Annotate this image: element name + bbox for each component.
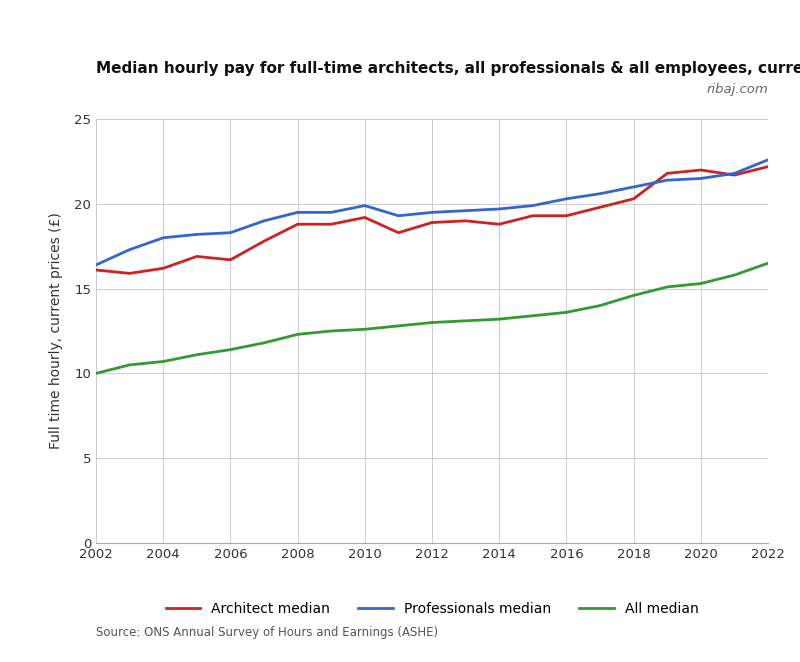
- Architect median: [394, 229, 403, 237]
- Professionals median: [494, 205, 504, 213]
- Architect median: [662, 169, 672, 177]
- All median: [91, 369, 101, 377]
- Text: Source: ONS Annual Survey of Hours and Earnings (ASHE): Source: ONS Annual Survey of Hours and E…: [96, 626, 438, 639]
- Professionals median: [91, 261, 101, 269]
- Professionals median: [226, 229, 235, 237]
- Architect median: [629, 195, 638, 203]
- All median: [730, 271, 739, 279]
- All median: [293, 330, 302, 338]
- Architect median: [293, 220, 302, 228]
- Text: ribaj.com: ribaj.com: [706, 83, 768, 96]
- Professionals median: [125, 246, 134, 254]
- All median: [259, 339, 269, 347]
- Text: Median hourly pay for full-time architects, all professionals & all employees, c: Median hourly pay for full-time architec…: [96, 61, 800, 76]
- All median: [662, 283, 672, 291]
- Architect median: [763, 163, 773, 171]
- Professionals median: [326, 209, 336, 216]
- Architect median: [427, 218, 437, 226]
- Professionals median: [461, 207, 470, 214]
- Architect median: [91, 266, 101, 274]
- Architect median: [730, 171, 739, 179]
- Professionals median: [763, 156, 773, 164]
- All median: [360, 325, 370, 333]
- All median: [192, 351, 202, 359]
- Legend: Architect median, Professionals median, All median: Architect median, Professionals median, …: [160, 596, 704, 622]
- Architect median: [360, 213, 370, 221]
- Professionals median: [427, 209, 437, 216]
- Architect median: [461, 217, 470, 225]
- All median: [763, 260, 773, 267]
- Y-axis label: Full time hourly, current prices (£): Full time hourly, current prices (£): [49, 213, 63, 449]
- All median: [226, 346, 235, 354]
- Architect median: [528, 212, 538, 220]
- All median: [562, 308, 571, 316]
- Professionals median: [394, 212, 403, 220]
- Professionals median: [730, 169, 739, 177]
- All median: [494, 315, 504, 323]
- Professionals median: [696, 175, 706, 183]
- All median: [158, 357, 168, 365]
- All median: [394, 322, 403, 330]
- Architect median: [226, 256, 235, 263]
- Architect median: [562, 212, 571, 220]
- Line: Professionals median: Professionals median: [96, 160, 768, 265]
- All median: [595, 302, 605, 310]
- Professionals median: [360, 202, 370, 210]
- Architect median: [259, 237, 269, 245]
- Architect median: [125, 269, 134, 277]
- All median: [125, 361, 134, 369]
- Architect median: [494, 220, 504, 228]
- Professionals median: [562, 195, 571, 203]
- Architect median: [326, 220, 336, 228]
- All median: [629, 291, 638, 299]
- Architect median: [595, 203, 605, 211]
- All median: [326, 327, 336, 335]
- Professionals median: [662, 176, 672, 184]
- All median: [696, 279, 706, 287]
- All median: [461, 317, 470, 325]
- Architect median: [158, 264, 168, 272]
- Professionals median: [192, 230, 202, 238]
- Professionals median: [629, 183, 638, 191]
- Professionals median: [293, 209, 302, 216]
- Line: Architect median: Architect median: [96, 167, 768, 273]
- Line: All median: All median: [96, 263, 768, 373]
- Professionals median: [259, 217, 269, 225]
- Architect median: [192, 252, 202, 260]
- Architect median: [696, 166, 706, 174]
- All median: [427, 318, 437, 326]
- All median: [528, 312, 538, 320]
- Professionals median: [158, 234, 168, 242]
- Professionals median: [595, 190, 605, 198]
- Professionals median: [528, 202, 538, 210]
